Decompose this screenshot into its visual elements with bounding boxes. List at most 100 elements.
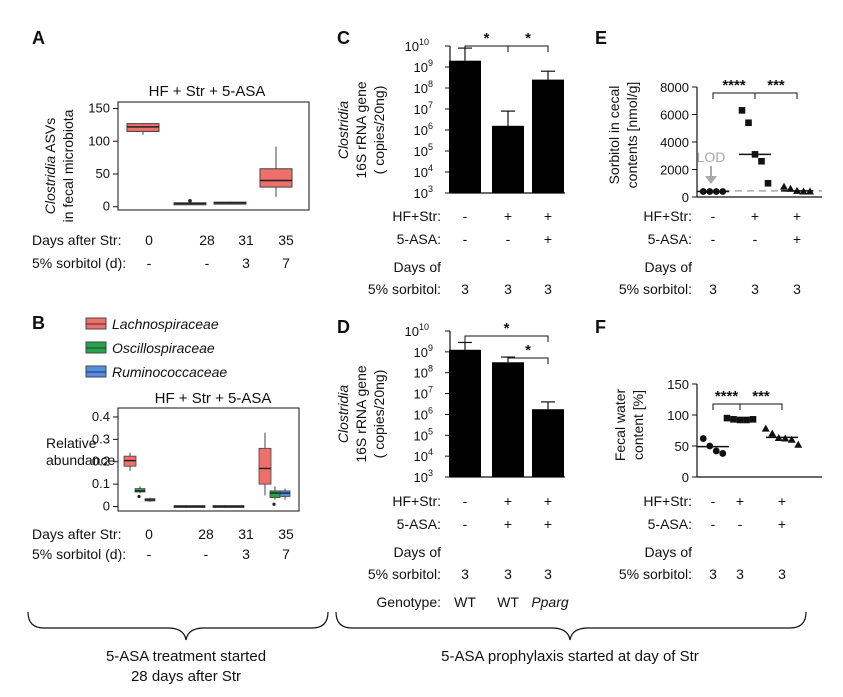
f-ytick-label: 150 xyxy=(667,377,689,392)
panel-b-sorbitol-value: 7 xyxy=(282,546,290,562)
c-ytick-label: 106 xyxy=(414,121,433,138)
panel-f-points xyxy=(697,414,803,457)
panel-f-significance: **** *** xyxy=(712,388,783,410)
e-ytick-label: 8000 xyxy=(660,80,689,95)
panel-b-sorbitol-value: - xyxy=(204,546,209,562)
panel-a-sorbitol-value: - xyxy=(147,255,152,271)
d-row-value: + xyxy=(504,516,512,532)
e-sig-bracket xyxy=(754,92,798,99)
e-point xyxy=(745,119,752,127)
f-point xyxy=(723,414,731,422)
f-sig-bracket xyxy=(739,403,783,410)
panel-b-box xyxy=(258,447,272,485)
c-sig-label: * xyxy=(484,30,490,47)
panel-f-y-axis: 0 50 100 150 xyxy=(667,377,822,485)
f-point xyxy=(794,440,803,448)
e-ytick-label: 4000 xyxy=(660,135,689,150)
d-row-value: + xyxy=(544,493,552,509)
c-row-value: 3 xyxy=(504,281,512,297)
f-point xyxy=(768,429,777,437)
panel-a-day-value: 35 xyxy=(278,232,294,248)
e-row-value: + xyxy=(793,231,801,247)
panel-label-b: B xyxy=(32,313,45,333)
panel-a-day-value: 0 xyxy=(145,232,153,248)
d-bar xyxy=(492,362,524,477)
panel-label-a: A xyxy=(32,28,45,48)
e-row-label: 5% sorbitol: xyxy=(619,281,692,297)
legend-label: Oscillospiraceae xyxy=(112,340,215,356)
panel-d-condition-rows: HF+Str: - + +5-ASA: - + + Days of 5% sorbitol: 3 3… xyxy=(368,493,569,610)
panel-f-ylabel-line2: content [%] xyxy=(630,390,646,460)
panel-b-ylabel-line1: Relative xyxy=(46,435,97,451)
panel-b-sorbitol-value: - xyxy=(147,546,152,562)
e-row-label: HF+Str: xyxy=(643,208,692,224)
d-ytick-label: 107 xyxy=(414,385,433,402)
panel-c-significance: * * xyxy=(464,30,549,52)
panel-b-ytick-label: 0 xyxy=(103,499,110,514)
panel-a-box xyxy=(259,168,293,188)
d-sig-bracket xyxy=(507,357,549,364)
c-bar xyxy=(532,79,564,193)
c-bar xyxy=(492,125,524,193)
panel-b-day-value: 35 xyxy=(278,526,294,542)
c-ytick-label: 108 xyxy=(414,79,433,96)
c-sig-label: * xyxy=(525,30,531,47)
c-ytick-label: 107 xyxy=(414,100,433,117)
f-point xyxy=(719,450,727,457)
panel-a-frame xyxy=(117,101,310,211)
d-sig-label: * xyxy=(504,320,510,337)
f-ytick-label: 100 xyxy=(667,408,689,423)
f-row-value: 3 xyxy=(778,566,786,582)
e-row-label: Days of xyxy=(645,259,693,275)
e-lod-arrowhead xyxy=(705,176,717,184)
e-lod-label: LOD xyxy=(697,149,726,165)
f-row-label: HF+Str: xyxy=(643,493,692,509)
panel-c-ylabel-line3: ( copies/20ng) xyxy=(371,86,387,175)
e-row-value: - xyxy=(711,208,716,224)
d-genotype-label: Genotype: xyxy=(376,594,441,610)
panel-a-ylabel-line2: in fecal microbiota xyxy=(60,109,76,222)
panel-b-sorbitol-value: 3 xyxy=(242,546,250,562)
f-point xyxy=(761,424,770,432)
d-bar xyxy=(532,409,564,477)
panel-b-row-label-days: Days after Str: xyxy=(32,526,121,542)
panel-b-day-value: 31 xyxy=(238,526,254,542)
c-ytick-label: 1010 xyxy=(405,37,429,54)
c-ytick-label: 103 xyxy=(414,184,433,201)
panel-b-outlier xyxy=(272,502,276,506)
panel-f-ylabel-line1: Fecal water xyxy=(612,388,628,461)
panel-a-sorbitol-value: 3 xyxy=(242,255,250,271)
panel-c-ylabel-line2: 16S rRNA gene xyxy=(353,81,369,178)
c-ytick-label: 109 xyxy=(414,58,433,75)
c-row-value: + xyxy=(504,208,512,224)
c-sig-bracket xyxy=(507,45,549,52)
f-ytick-label: 0 xyxy=(682,470,689,485)
d-genotype-value: Pparg xyxy=(531,594,569,610)
c-row-value: - xyxy=(506,231,511,247)
panel-e-significance: **** *** xyxy=(712,77,798,99)
panel-label-e: E xyxy=(595,28,607,48)
right-brace xyxy=(335,611,807,641)
d-sig-bracket xyxy=(464,335,549,342)
panel-d-bars xyxy=(449,341,564,477)
panel-f-condition-rows: HF+Str: - + +5-ASA: - - + Days of 5% sorbitol: 3 3… xyxy=(619,493,786,582)
f-sig-label: *** xyxy=(752,388,770,405)
c-row-label: 5-ASA: xyxy=(397,231,441,247)
e-ytick-label: 0 xyxy=(682,190,689,205)
panel-a-y-axis: 0 50 100 150 xyxy=(88,101,118,214)
d-row-label: 5% sorbitol: xyxy=(368,566,441,582)
panel-c-condition-rows: HF+Str: - + +5-ASA: - - + Days of 5% sorbitol: 3 3… xyxy=(368,208,552,297)
d-row-value: 3 xyxy=(544,566,552,582)
e-row-value: 3 xyxy=(709,281,717,297)
c-row-label: HF+Str: xyxy=(392,208,441,224)
panel-label-f: F xyxy=(595,317,606,337)
f-row-value: - xyxy=(738,516,743,532)
f-point xyxy=(699,435,707,442)
e-row-value: 3 xyxy=(793,281,801,297)
panel-b-box xyxy=(269,490,281,498)
panel-b-boxes xyxy=(123,432,291,508)
panel-e-points: LOD xyxy=(697,107,822,195)
panel-b-outlier xyxy=(137,494,141,499)
